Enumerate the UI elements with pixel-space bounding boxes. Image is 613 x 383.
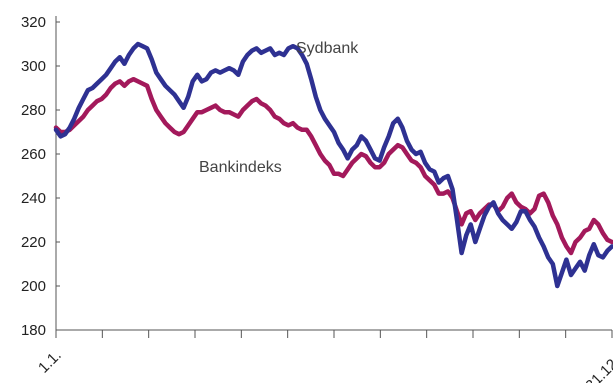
series-group — [53, 41, 613, 289]
y-tick-label: 240 — [21, 190, 46, 207]
y-tick-label: 300 — [21, 58, 46, 75]
y-tick-label: 180 — [21, 322, 46, 339]
series-line-bankindeks — [53, 76, 613, 256]
y-tick-label: 220 — [21, 234, 46, 251]
y-tick-label: 260 — [21, 146, 46, 163]
y-tick-label: 280 — [21, 102, 46, 119]
annotation-bankindeks: Bankindeks — [199, 159, 282, 176]
annotation-sydbank: Sydbank — [296, 40, 359, 57]
x-tick-label-end: 31.12. — [582, 353, 613, 383]
y-tick-label: 320 — [21, 14, 46, 31]
y-axis: 180 200 220 240 260 280 300 320 — [21, 14, 60, 339]
y-tick-label: 200 — [21, 278, 46, 295]
series-line-sydbank — [53, 41, 613, 289]
x-axis: 1.1. 31.12. — [35, 329, 613, 383]
x-tick-label-start: 1.1. — [35, 347, 65, 377]
